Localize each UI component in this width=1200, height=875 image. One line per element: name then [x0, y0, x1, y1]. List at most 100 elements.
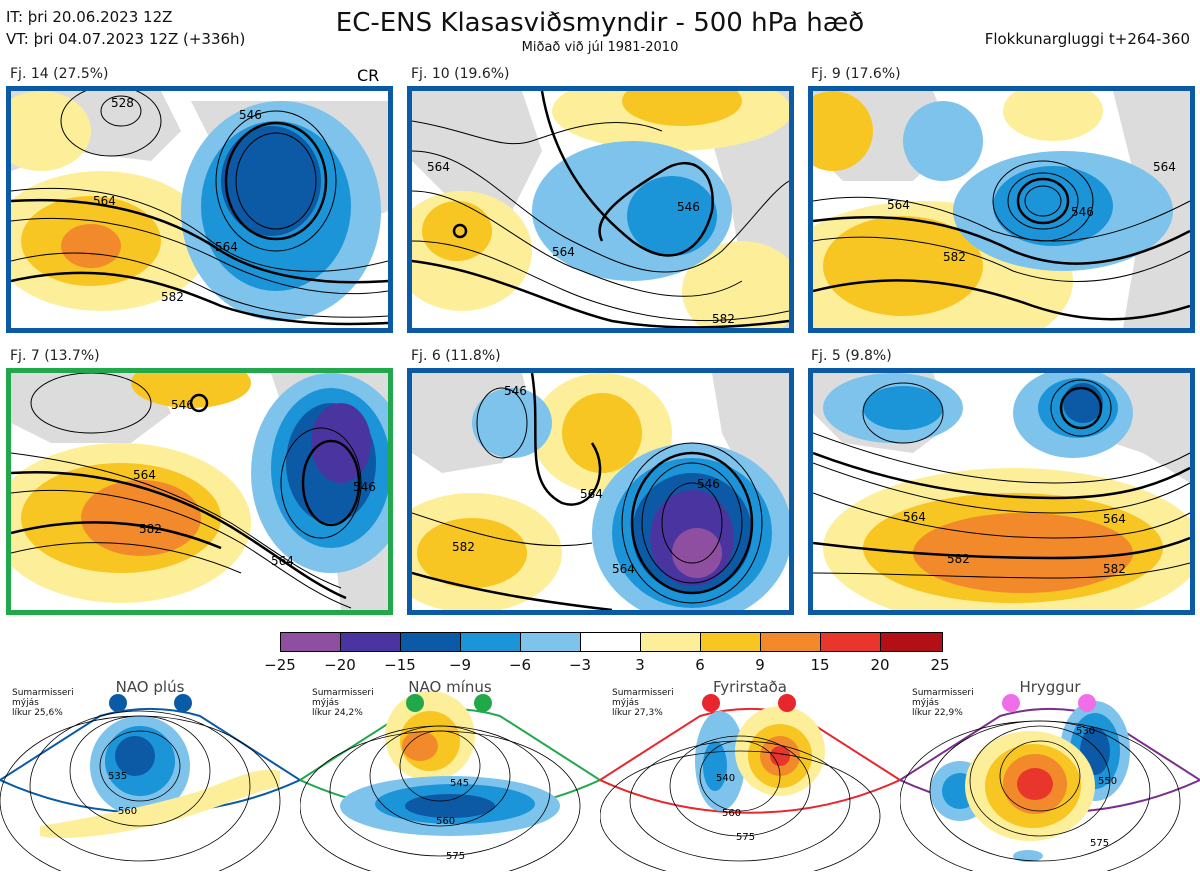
contour-label: 546	[239, 108, 262, 122]
height-contours-bold	[813, 386, 1190, 560]
colorbar-tick: −3	[568, 656, 592, 674]
regime-info: Sumarmisseri mýjás líkur 27,3%	[612, 688, 674, 718]
contour-label: 564	[887, 198, 910, 212]
colorbar-cell	[580, 632, 641, 652]
init-time: IT: þri 20.06.2023 12Z	[6, 8, 173, 26]
anomaly-positive-4	[823, 216, 983, 316]
map-6: 564 582 564 582	[813, 373, 1190, 610]
regime-info: Sumarmisseri mýjás líkur 24,2%	[312, 688, 374, 718]
anomaly-negative-2	[627, 176, 717, 256]
anomaly-negative-1	[472, 388, 552, 458]
page-title: EC-ENS Klasasviðsmyndir - 500 hPa hæð	[335, 8, 865, 38]
anomaly-negative-3	[221, 126, 321, 236]
contour-label: 546	[697, 477, 720, 491]
height-contours	[412, 387, 763, 604]
map-1: 546 564 582 528 564	[11, 91, 388, 326]
anomaly-negative-2	[993, 166, 1113, 246]
height-contours	[11, 91, 388, 318]
colorbar-cell	[280, 632, 341, 652]
cluster-panel-4[interactable]: 546 564 582 546 564	[6, 368, 393, 615]
regime-info-season: Sumarmisseri	[12, 688, 74, 698]
regime-info-type: mýjás	[12, 698, 39, 708]
map-2: 564 546 564 582	[412, 91, 789, 328]
contour-label: 564	[133, 468, 156, 482]
cluster-panel-5[interactable]: 546 564 546 564 582	[407, 368, 794, 615]
cr-label: CR	[357, 66, 380, 85]
colorbar-cell	[760, 632, 821, 652]
contour-label: 528	[111, 96, 134, 110]
contour-label: 530	[1076, 726, 1095, 737]
regime-title: NAO plús	[115, 678, 185, 696]
colorbar-cell	[640, 632, 701, 652]
panel-label-3: Fj. 9 (17.6%)	[811, 66, 901, 82]
contour-label: 546	[1071, 205, 1094, 219]
colorbar-cell	[340, 632, 401, 652]
contour-label: 546	[171, 398, 194, 412]
contour-label: 564	[612, 562, 635, 576]
contour-label: 564	[1103, 512, 1126, 526]
contour-label: 540	[716, 773, 735, 784]
classification-window: Flokkunargluggi t+264-360	[984, 30, 1190, 48]
anomaly-positive-2	[562, 393, 642, 473]
colorbar-tick: 20	[870, 656, 890, 674]
contour-label: 564	[427, 160, 450, 174]
map-3: 546 564 582 564	[813, 91, 1190, 328]
height-contours-bold	[412, 91, 789, 328]
anomaly-negative-2	[863, 386, 943, 430]
height-contours	[412, 120, 789, 322]
colorbar-tick: −20	[324, 656, 356, 674]
contour-label: 564	[903, 510, 926, 524]
map-5: 546 564 546 564 582	[412, 373, 789, 610]
anomaly-negative-3	[903, 101, 983, 181]
regime-info-season: Sumarmisseri	[612, 688, 674, 698]
regime-nao-minus[interactable]: 545 560 575 NAO mínus Sumarmisseri mýjás…	[297, 676, 603, 875]
contour-label: 575	[446, 851, 465, 862]
anomaly-negative-6	[672, 528, 722, 578]
contour-label: 560	[436, 816, 455, 827]
contour-label: 575	[1090, 838, 1109, 849]
regime-info-type: mýjás	[312, 698, 339, 708]
colorbar-cell	[820, 632, 881, 652]
regime-info-season: Sumarmisseri	[912, 688, 974, 698]
contour-label: 575	[736, 832, 755, 843]
regime-map: 535 560	[0, 694, 303, 875]
contour-label: 560	[118, 806, 137, 817]
height-contours-bold	[813, 177, 1190, 321]
contour-label: 564	[1153, 160, 1176, 174]
colorbar-tick: 25	[930, 656, 950, 674]
colorbar-tick: −15	[384, 656, 416, 674]
colorbar-tick: 3	[635, 656, 645, 674]
regime-title: Hryggur	[1019, 678, 1081, 696]
panel-label-1: Fj. 14 (27.5%)	[10, 66, 109, 82]
contour-label: 535	[108, 771, 127, 782]
height-contours-bold	[11, 393, 361, 600]
contour-label: 582	[452, 540, 475, 554]
contour-label: 582	[947, 552, 970, 566]
regime-blocking[interactable]: 540 560 575 Fyrirstaða Sumarmisseri mýjá…	[597, 676, 903, 875]
contour-label: 582	[1103, 562, 1126, 576]
cluster-panel-1[interactable]: 546 564 582 528 564	[6, 86, 393, 333]
regime-ridge[interactable]: 530 550 575 Hryggur Sumarmisseri mýjás l…	[897, 676, 1200, 875]
cluster-panel-6[interactable]: 564 582 564 582	[808, 368, 1195, 615]
regime-title: NAO mínus	[408, 678, 492, 696]
regime-map: 530 550 575	[897, 694, 1200, 875]
regime-nao-plus[interactable]: 535 560 NAO plús Sumarmisseri mýjás líku…	[0, 676, 303, 875]
page-subtitle: Miðað við júl 1981-2010	[521, 40, 679, 55]
regime-info-prob: líkur 27,3%	[612, 708, 663, 718]
cluster-panel-2[interactable]: 564 546 564 582	[407, 86, 794, 333]
land-greenland	[412, 91, 542, 211]
contour-label: 564	[215, 240, 238, 254]
panel-label-2: Fj. 10 (19.6%)	[411, 66, 510, 82]
colorbar	[280, 632, 943, 652]
contour-label: 582	[943, 250, 966, 264]
cluster-panel-3[interactable]: 546 564 582 564	[808, 86, 1195, 333]
colorbar-cell	[700, 632, 761, 652]
anomaly-positive-1	[131, 373, 251, 408]
map-4: 546 564 582 546 564	[11, 373, 388, 610]
contour-label: 564	[580, 487, 603, 501]
contour-label: 582	[139, 522, 162, 536]
anomaly-positive-4	[81, 480, 201, 556]
regime-info-prob: líkur 24,2%	[312, 708, 363, 718]
regime-info-type: mýjás	[612, 698, 639, 708]
regime-info-prob: líkur 22,9%	[912, 708, 963, 718]
